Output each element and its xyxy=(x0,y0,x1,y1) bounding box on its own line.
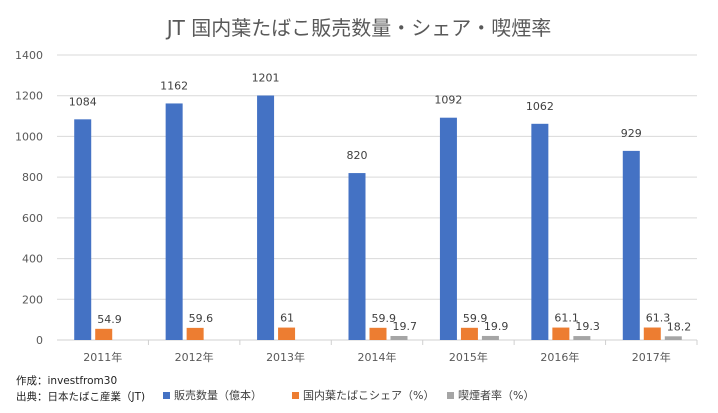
data-label: 54.9 xyxy=(97,313,122,326)
legend-swatch-blue xyxy=(163,391,170,399)
x-axis-ticks: 2011年 2012年 2013年 2014年 2015年 2016年 2017年 xyxy=(83,340,698,364)
legend-label: 喫煙者率（%） xyxy=(458,389,535,402)
x-tick-label: 2012年 xyxy=(175,350,214,364)
x-tick-label: 2015年 xyxy=(449,350,488,364)
data-label: 929 xyxy=(621,127,642,140)
bar-smoking-rate xyxy=(664,336,682,340)
y-tick-label: 400 xyxy=(22,253,43,266)
data-label: 1062 xyxy=(526,100,554,113)
data-labels: 108454.9116259.612016182059.919.7109259.… xyxy=(69,72,692,334)
bar-share xyxy=(186,327,204,340)
bar-share xyxy=(460,327,478,340)
data-label: 1162 xyxy=(160,79,188,92)
data-label: 18.2 xyxy=(667,320,692,333)
x-tick-label: 2014年 xyxy=(358,350,397,364)
data-label: 59.6 xyxy=(189,312,214,325)
chart-title: JT 国内葉たばこ販売数量・シェア・喫煙率 xyxy=(166,16,552,40)
legend-item-sales: 販売数量（億本） xyxy=(163,387,262,403)
y-tick-label: 1400 xyxy=(15,49,43,62)
legend-swatch-orange xyxy=(292,391,299,399)
source-note: 出典：日本たばこ産業（JT) xyxy=(16,391,146,403)
x-tick-label: 2013年 xyxy=(266,350,305,364)
legend-label: 国内葉たばこシェア（%） xyxy=(303,389,435,402)
y-tick-label: 1200 xyxy=(15,90,43,103)
data-label: 59.9 xyxy=(463,312,488,325)
data-label: 1201 xyxy=(252,72,280,85)
y-tick-label: 1000 xyxy=(15,130,43,143)
legend-label: 販売数量（億本） xyxy=(174,389,262,402)
data-label: 19.9 xyxy=(484,320,509,333)
bar-sales xyxy=(622,150,640,340)
bar-sales xyxy=(165,103,183,340)
bar-share xyxy=(369,327,387,340)
bar-sales xyxy=(74,119,92,340)
y-tick-label: 800 xyxy=(22,171,43,184)
legend-item-share: 国内葉たばこシェア（%） xyxy=(292,387,434,403)
data-label: 820 xyxy=(347,149,368,162)
bar-smoking-rate xyxy=(481,335,499,340)
bar-share xyxy=(278,327,296,340)
y-tick-label: 0 xyxy=(36,334,43,347)
data-label: 61.3 xyxy=(646,312,671,325)
bar-smoking-rate xyxy=(573,336,591,340)
x-tick-label: 2011年 xyxy=(83,350,122,364)
data-label: 1092 xyxy=(434,94,462,107)
y-axis-ticks: 0 200 400 600 800 1000 1200 1400 xyxy=(15,49,43,347)
bar-sales xyxy=(257,95,275,340)
bar-share xyxy=(95,328,113,340)
bar-sales xyxy=(531,123,549,340)
bar-sales xyxy=(348,173,366,340)
data-label: 19.3 xyxy=(575,320,600,333)
bar-share xyxy=(643,327,661,340)
y-tick-label: 600 xyxy=(22,212,43,225)
legend-item-smoking-rate: 喫煙者率（%） xyxy=(447,387,534,403)
data-label: 61.1 xyxy=(554,312,579,325)
x-tick-label: 2016年 xyxy=(540,350,579,364)
author-note: 作成：investfrom30 xyxy=(16,375,118,387)
data-label: 19.7 xyxy=(393,320,418,333)
x-tick-label: 2017年 xyxy=(632,350,671,364)
bar-share xyxy=(552,327,570,340)
bars xyxy=(74,95,682,340)
data-label: 1084 xyxy=(69,95,97,108)
legend-swatch-gray xyxy=(447,391,454,399)
bar-sales xyxy=(439,117,457,340)
bar-smoking-rate xyxy=(390,335,408,340)
data-label: 59.9 xyxy=(372,312,397,325)
data-label: 61 xyxy=(280,312,294,325)
y-tick-label: 200 xyxy=(22,293,43,306)
gridlines xyxy=(57,54,697,341)
